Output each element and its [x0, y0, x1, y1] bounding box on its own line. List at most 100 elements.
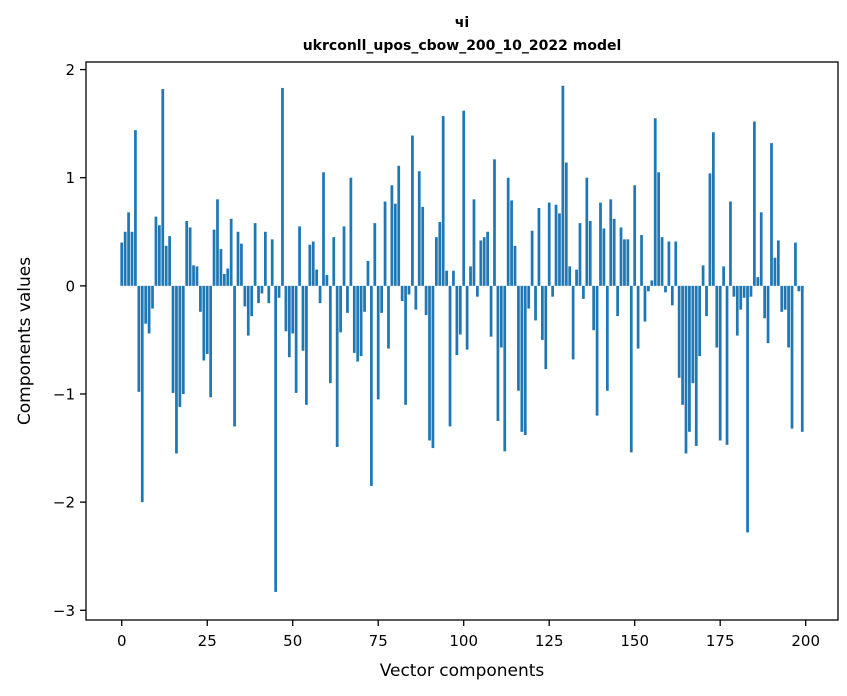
bar	[387, 285, 390, 349]
bar	[414, 285, 418, 310]
bar	[298, 226, 301, 286]
bar	[732, 285, 736, 297]
bar	[264, 231, 267, 286]
x-tick-label: 50	[283, 632, 302, 650]
bar	[506, 177, 510, 286]
bar	[588, 220, 592, 286]
bar	[397, 165, 401, 286]
bar	[684, 285, 688, 454]
bar	[144, 285, 148, 324]
chart-title: чі	[455, 15, 469, 31]
bar	[216, 199, 219, 286]
bar	[718, 285, 722, 441]
bar	[547, 202, 551, 286]
bar	[246, 285, 250, 336]
y-tick-label: 1	[65, 169, 75, 187]
bar	[161, 89, 165, 286]
bar	[373, 223, 377, 286]
bar	[455, 285, 459, 356]
bar	[359, 285, 363, 357]
bar	[520, 285, 524, 432]
bar	[277, 285, 281, 298]
bar	[192, 265, 195, 286]
bar	[445, 270, 448, 286]
bar	[281, 87, 284, 286]
bar	[465, 285, 469, 350]
bar	[270, 239, 274, 286]
bar	[756, 277, 760, 286]
bar	[147, 285, 151, 334]
bar	[472, 199, 476, 286]
bar	[178, 285, 182, 407]
bar	[322, 172, 325, 286]
bar	[599, 202, 602, 286]
bars-group	[120, 85, 804, 592]
bar	[287, 285, 291, 358]
bar	[643, 285, 647, 322]
bar	[328, 285, 332, 384]
bar	[660, 237, 664, 286]
bar	[452, 270, 455, 286]
bar	[486, 231, 490, 286]
chart-subtitle: ukrconll_upos_cbow_200_10_2022 model	[303, 38, 622, 54]
bar	[776, 240, 780, 286]
bar	[226, 268, 230, 286]
x-tick-label: 200	[791, 632, 820, 650]
bar	[527, 285, 531, 309]
bar	[120, 242, 124, 286]
bar	[602, 228, 606, 286]
bar	[476, 285, 479, 297]
bar	[168, 236, 171, 286]
bar	[157, 225, 161, 286]
bar	[794, 242, 797, 286]
bar	[698, 285, 702, 357]
bar	[154, 216, 158, 286]
bar	[421, 206, 425, 286]
bar	[400, 285, 404, 301]
bar	[640, 235, 643, 286]
bar	[670, 285, 674, 306]
bar	[677, 285, 681, 378]
y-tick-label: 2	[65, 61, 75, 79]
bar	[541, 285, 544, 340]
bar	[380, 285, 384, 313]
bar	[537, 207, 541, 286]
bar	[770, 143, 773, 286]
bar	[605, 285, 609, 391]
bar	[749, 285, 753, 297]
bar	[411, 135, 414, 286]
x-tick-label: 0	[117, 632, 127, 650]
bar	[715, 285, 719, 348]
bar	[462, 110, 466, 286]
bar	[674, 241, 678, 286]
bar	[431, 285, 435, 449]
bar	[383, 201, 387, 286]
bar	[636, 285, 640, 349]
bar	[503, 285, 507, 452]
bar	[441, 116, 445, 286]
bar	[595, 285, 599, 416]
bar	[759, 212, 763, 286]
bar	[308, 244, 312, 286]
bar	[240, 243, 243, 286]
bar	[582, 285, 585, 299]
bar	[458, 285, 462, 335]
bar	[356, 285, 360, 362]
x-tick-label: 75	[369, 632, 388, 650]
bar	[202, 285, 206, 361]
bar	[393, 203, 397, 286]
bar	[229, 218, 233, 286]
bar	[742, 285, 746, 298]
bar	[753, 121, 756, 286]
bar	[517, 285, 520, 391]
bar	[711, 132, 715, 286]
y-tick-label: −1	[53, 385, 75, 403]
bar	[489, 285, 493, 337]
y-tick-label: −3	[53, 602, 75, 620]
bar	[370, 285, 373, 486]
bar	[558, 213, 561, 286]
bar	[633, 185, 637, 286]
bar	[188, 227, 192, 286]
bar	[424, 285, 428, 316]
